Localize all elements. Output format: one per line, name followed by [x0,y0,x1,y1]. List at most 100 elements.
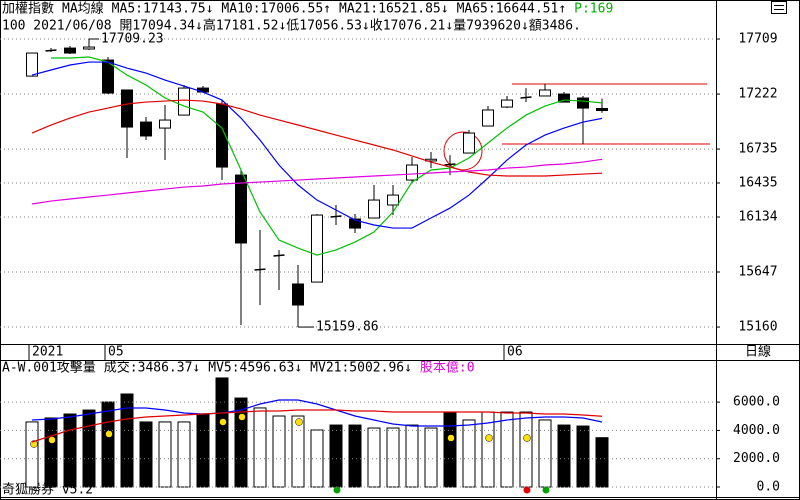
legend-entry: MA21:16521.85↓ [339,2,449,17]
candle-body [444,163,456,166]
x-tick-label: 06 [507,345,523,360]
signal-dot [523,486,531,494]
volume-bar [253,407,267,488]
signal-dot [48,436,56,444]
volume-bar [120,393,134,488]
y-tick-label: 15160 [738,320,777,335]
quote-line: 100 2021/06/08 開17094.34↓高17181.52↓低1705… [2,18,581,34]
ma-line [31,158,603,205]
legend-entry: MV5:4596.63↓ [208,361,302,376]
ma-line [31,99,603,177]
volume-bar [500,411,514,488]
indicator-subtitle: MA均線 [62,1,104,17]
indicator-note: P:169 [574,2,613,17]
legend-entry: 成交:3486.37↓ [104,360,200,376]
candle-body [292,283,304,306]
ma-line [31,399,603,427]
y-tick-label: 2000.0 [733,451,780,466]
volume-bar [25,421,39,488]
signal-dot [542,486,550,494]
volume-bar [272,415,286,488]
volume-bar [196,413,210,488]
volume-bar [443,411,457,488]
indicator-title: 加權指數 [2,2,54,17]
candle-body [235,174,247,244]
signal-dot [485,434,493,442]
volume-bar [386,427,400,488]
signal-dot [238,413,246,421]
candle-body [102,59,114,94]
candle-body [254,268,266,271]
volume-bar [291,415,305,488]
candle-body [159,119,171,129]
volume-bar [101,401,115,488]
signal-dot [295,418,303,426]
volume-bar [63,413,77,488]
volume-bar [576,425,590,488]
high-label: 17709.23 [101,32,164,47]
candle-body [83,46,95,50]
candle-body [311,214,323,283]
indicator-title: A-W.001攻擊量 [2,360,96,376]
legend-entry: MA65:16644.51↑ [457,2,567,17]
volume-bar [82,409,96,488]
period[interactable]: 日線 [745,344,771,360]
y-tick-label: 16435 [738,175,777,190]
volume-bar [557,424,571,488]
volume-bar [519,411,533,488]
candle-body [501,99,513,108]
candle-body [330,215,342,218]
volume-bar [158,421,172,488]
candle-body [368,199,380,219]
candle-body [577,97,589,109]
y-tick-label: 17709 [738,32,777,47]
candle-body [558,93,570,103]
volume-bar [367,427,381,488]
candle-body [178,87,190,116]
legend-entry: MA10:17006.55↑ [221,2,331,17]
candle-body [463,132,475,154]
y-tick-label: 4000.0 [733,423,780,438]
x-tick-label: 2021 [32,345,63,360]
signal-dot [333,486,341,494]
indicator-note: 股本億:0 [420,360,475,376]
candle-body [64,47,76,54]
volume-bar [405,424,419,488]
volume-bar [44,417,58,488]
candle-body [140,121,152,137]
volume-bar [424,427,438,488]
legend-entry: MV21:5002.96↓ [310,361,412,376]
candle-body [45,49,57,52]
signal-dot [219,418,227,426]
signal-dot [105,430,113,438]
volume-bar [329,424,343,488]
candle-body [482,109,494,127]
low-label: 15159.86 [316,320,379,335]
y-tick-label: 16735 [738,142,777,157]
ma-line [51,56,603,256]
volume-bar [595,437,609,488]
candle-body [121,89,133,128]
ma-line [31,409,603,443]
candle-body [26,52,38,77]
candle-body [273,254,285,257]
y-tick-label: 0.0 [757,480,780,495]
candle-body [596,107,608,112]
y-tick-label: 16134 [738,209,777,224]
legend-entry: MA5:17143.75↓ [112,2,214,17]
candle-body [539,89,551,97]
candle-body [387,194,399,206]
menu-icon[interactable] [771,1,787,14]
volume-bar [139,421,153,488]
signal-dot [447,434,455,442]
y-tick-label: 17222 [738,87,777,102]
volume-bar [348,424,362,488]
volume-bar [177,421,191,488]
x-tick-label: 05 [108,345,124,360]
signal-dot [523,434,531,442]
candle-body [520,96,532,99]
volume-bar [215,377,229,488]
ma-line [31,61,603,229]
candle-body [349,218,361,229]
